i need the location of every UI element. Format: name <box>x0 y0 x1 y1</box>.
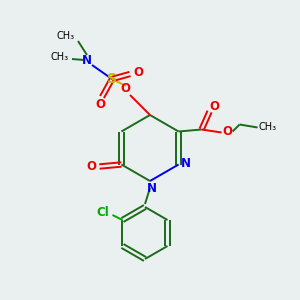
Text: S: S <box>107 72 117 86</box>
Text: O: O <box>86 160 96 173</box>
Text: N: N <box>82 53 92 67</box>
Text: O: O <box>95 98 105 112</box>
Text: O: O <box>223 125 232 138</box>
Text: O: O <box>210 100 220 113</box>
Text: N: N <box>181 157 190 170</box>
Text: O: O <box>120 82 130 95</box>
Text: CH₃: CH₃ <box>259 122 277 131</box>
Text: O: O <box>133 65 143 79</box>
Text: Cl: Cl <box>96 206 109 218</box>
Text: CH₃: CH₃ <box>57 31 75 41</box>
Text: CH₃: CH₃ <box>51 52 69 62</box>
Text: N: N <box>147 182 157 194</box>
